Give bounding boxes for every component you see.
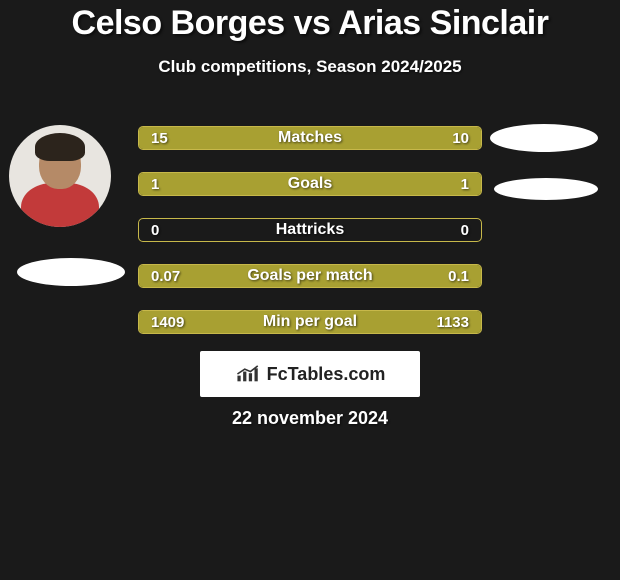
comparison-subtitle: Club competitions, Season 2024/2025 xyxy=(0,57,620,77)
stat-row: 0 0Hattricks xyxy=(138,218,482,242)
stat-row: 1510Matches xyxy=(138,126,482,150)
stat-value-left: 0 xyxy=(151,219,159,241)
stat-value-right: 0.1 xyxy=(448,265,469,287)
stat-row: 0.070.1Goals per match xyxy=(138,264,482,288)
player-right-flag xyxy=(494,178,598,200)
watermark-text: FcTables.com xyxy=(267,364,386,385)
stats-bars: 1510Matches11Goals00Hattricks0.070.1Goal… xyxy=(138,126,482,356)
stat-value-left: 1 xyxy=(151,173,159,195)
stat-value-left: 1409 xyxy=(151,311,184,333)
stat-row: 14091133Min per goal xyxy=(138,310,482,334)
stat-bar-left xyxy=(139,127,344,149)
stat-value-right: 1133 xyxy=(436,311,469,333)
player-left-avatar xyxy=(9,125,111,227)
stat-bar-left xyxy=(139,173,310,195)
stat-label: Hattricks xyxy=(139,219,481,241)
chart-icon xyxy=(235,364,261,384)
player-left-flag xyxy=(17,258,125,286)
stat-value-right: 10 xyxy=(452,127,469,149)
stat-bar-right xyxy=(310,173,481,195)
stat-value-right: 1 xyxy=(461,173,469,195)
watermark: FcTables.com xyxy=(200,351,420,397)
stat-value-left: 15 xyxy=(151,127,168,149)
stat-value-right: 0 xyxy=(461,219,469,241)
stat-row: 11Goals xyxy=(138,172,482,196)
stat-value-left: 0.07 xyxy=(151,265,180,287)
comparison-date: 22 november 2024 xyxy=(0,408,620,429)
player-right-avatar-placeholder xyxy=(490,124,598,152)
comparison-title: Celso Borges vs Arias Sinclair xyxy=(0,4,620,43)
